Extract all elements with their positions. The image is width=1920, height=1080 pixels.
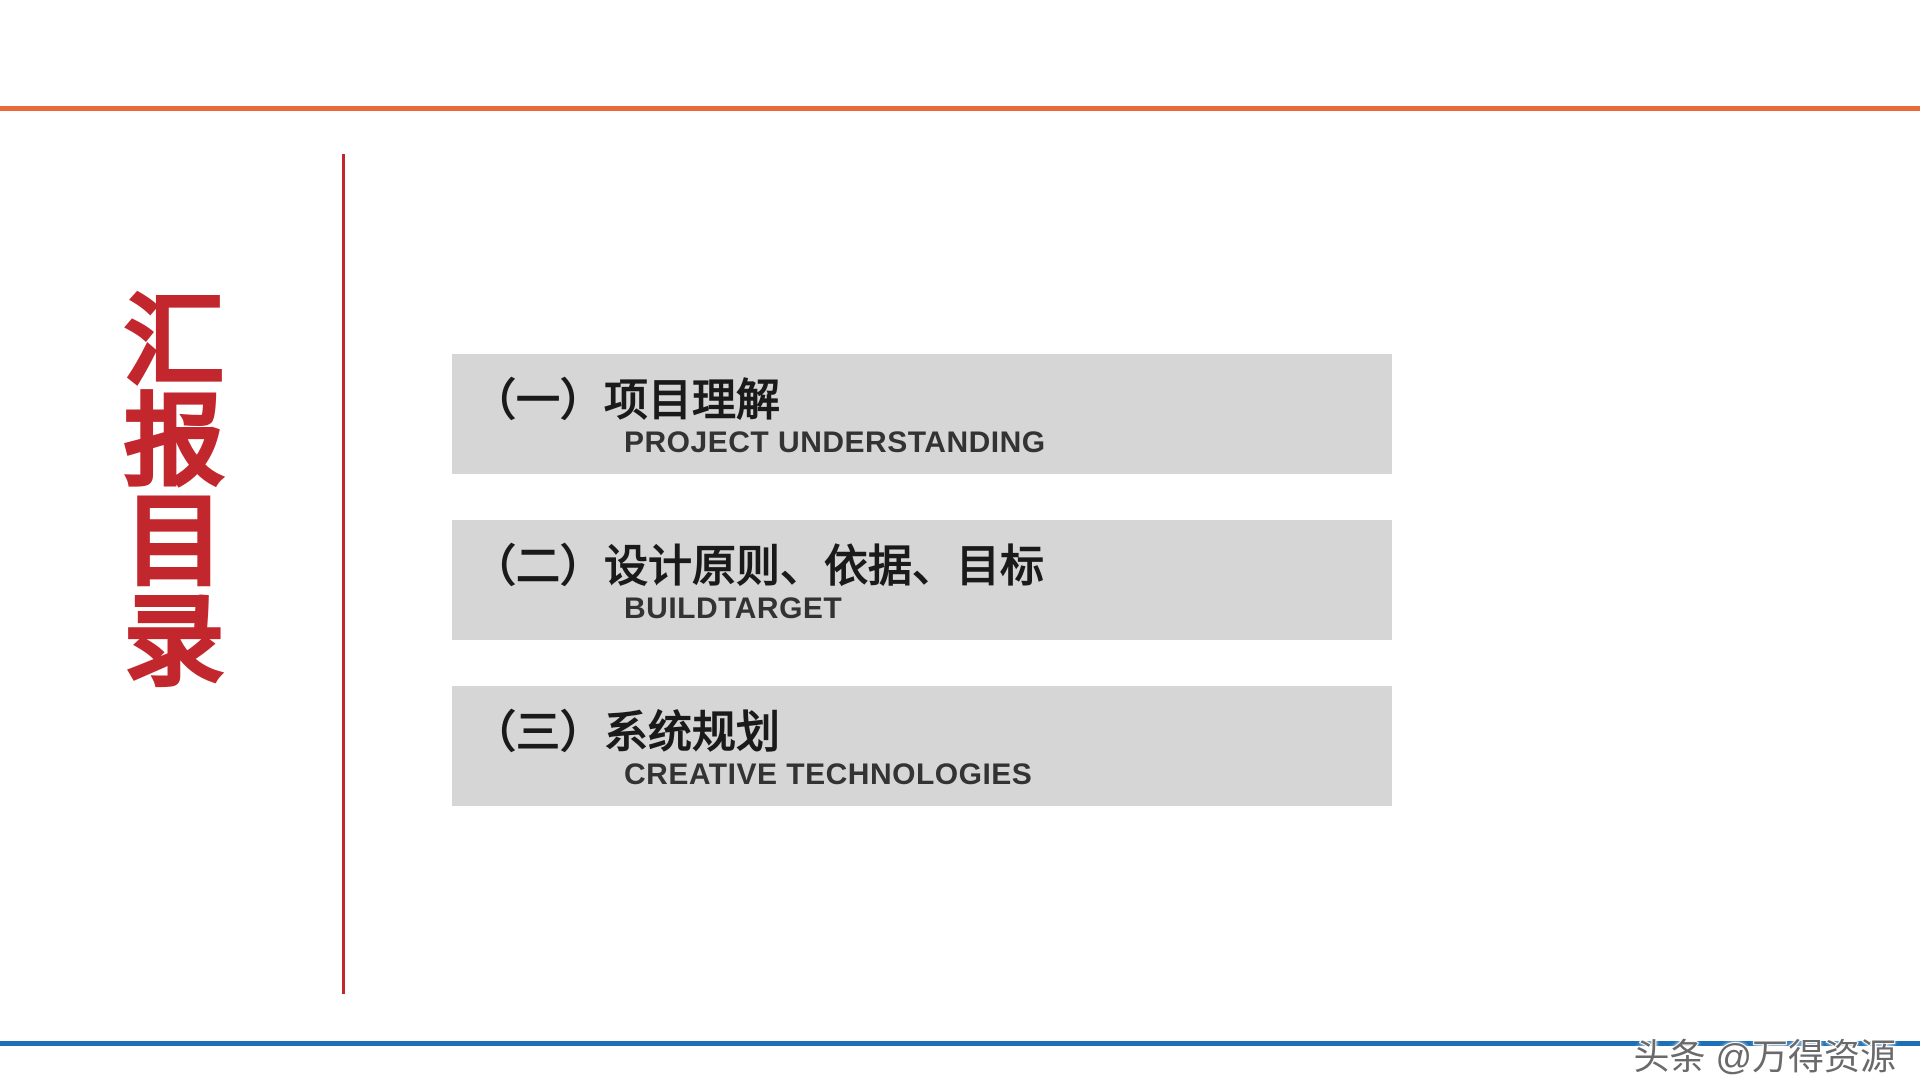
toc-list: （一）项目理解 PROJECT UNDERSTANDING （二）设计原则、依据… [452, 354, 1392, 806]
top-border [0, 106, 1920, 111]
slide: 汇 报 目 录 （一）项目理解 PROJECT UNDERSTANDING （二… [0, 0, 1920, 1080]
title-char-3: 目 [124, 492, 224, 592]
toc-item-zh: （三）系统规划 [472, 696, 1372, 760]
toc-item-en: CREATIVE TECHNOLOGIES [624, 758, 1372, 792]
toc-item-en: PROJECT UNDERSTANDING [624, 426, 1372, 460]
title-vertical: 汇 报 目 录 [124, 292, 224, 692]
bottom-border [0, 1041, 1920, 1046]
watermark: 头条 @万得资源 [1633, 1028, 1896, 1080]
vertical-divider [342, 154, 345, 994]
title-char-2: 报 [124, 392, 224, 492]
toc-item: （三）系统规划 CREATIVE TECHNOLOGIES [452, 686, 1392, 806]
toc-item-zh: （二）设计原则、依据、目标 [472, 530, 1372, 594]
title-char-1: 汇 [124, 292, 224, 392]
toc-item-en: BUILDTARGET [624, 592, 1372, 626]
toc-item: （一）项目理解 PROJECT UNDERSTANDING [452, 354, 1392, 474]
title-char-4: 录 [124, 592, 224, 692]
toc-item-zh: （一）项目理解 [472, 364, 1372, 428]
toc-item: （二）设计原则、依据、目标 BUILDTARGET [452, 520, 1392, 640]
